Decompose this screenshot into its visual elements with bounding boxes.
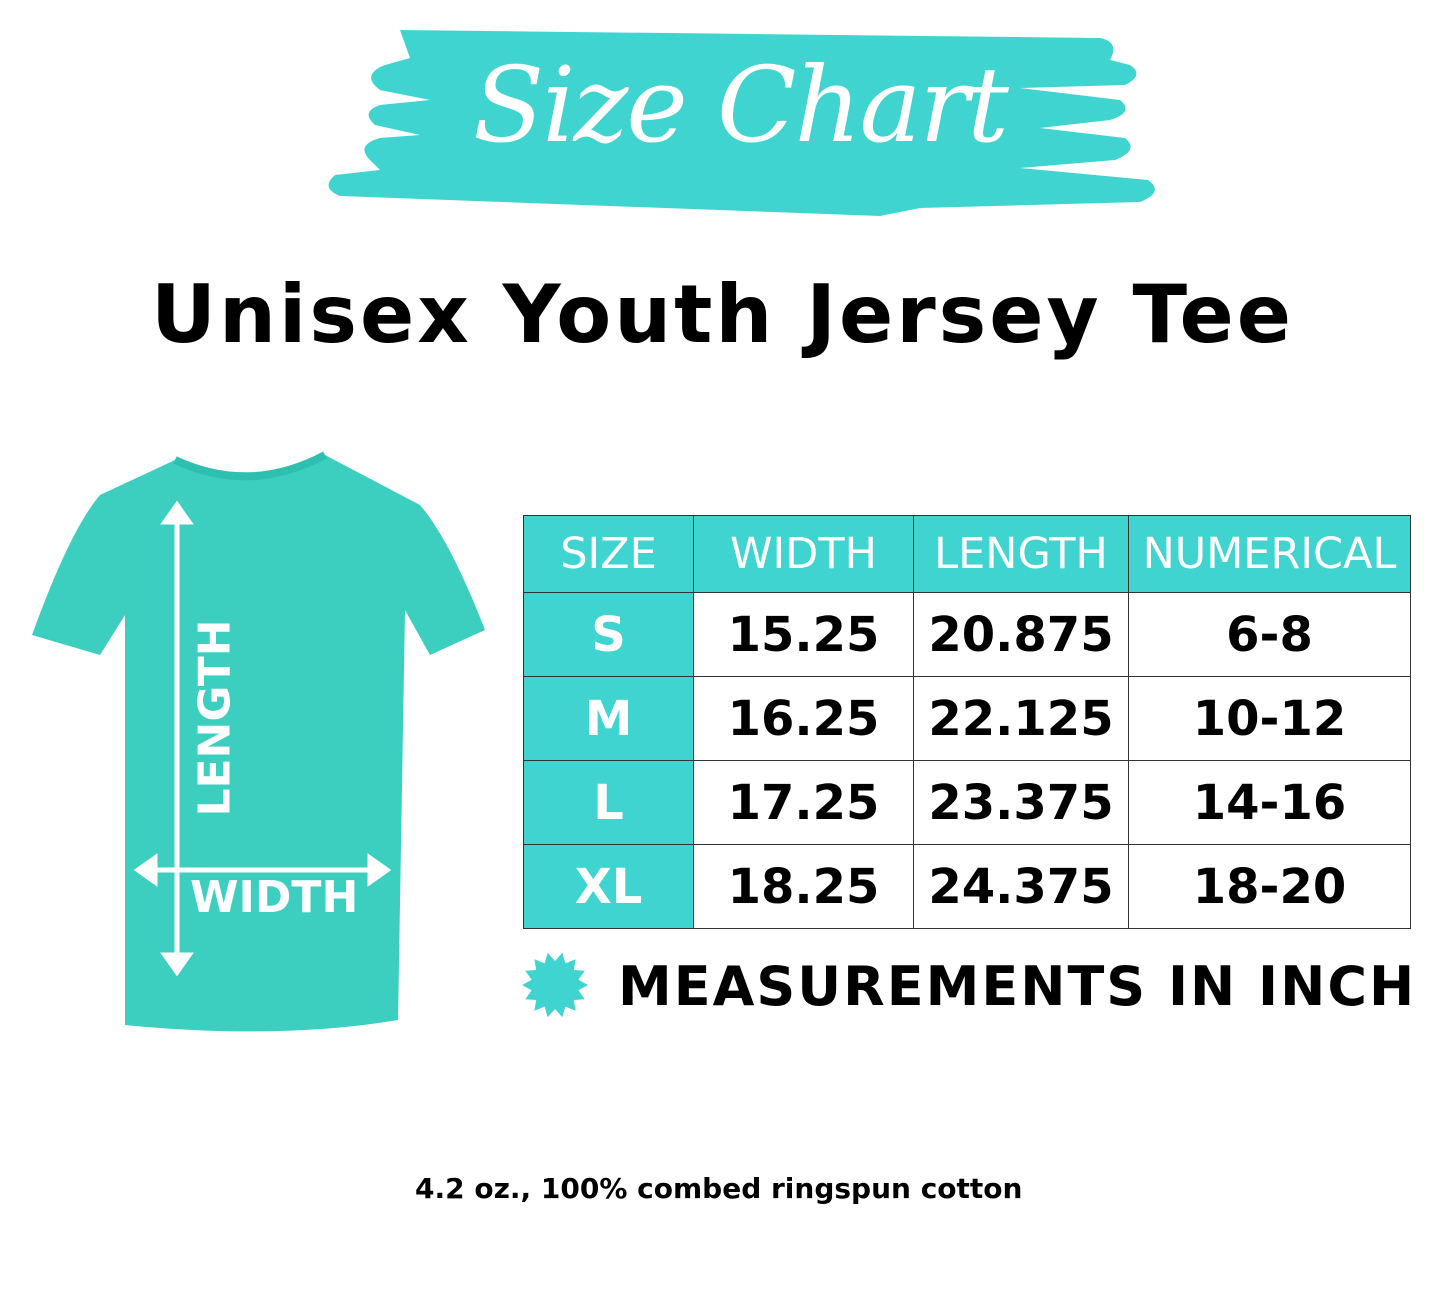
cell-numerical: 6-8 xyxy=(1128,592,1411,677)
table-row: S 15.25 20.875 6-8 xyxy=(523,592,1411,677)
table-row: XL 18.25 24.375 18-20 xyxy=(523,844,1411,929)
width-label: WIDTH xyxy=(190,872,359,923)
table-row: M 16.25 22.125 10-12 xyxy=(523,676,1411,761)
cell-width: 18.25 xyxy=(693,844,914,929)
cell-size: M xyxy=(523,676,694,761)
size-table: SIZE WIDTH LENGTH NUMERICAL S 15.25 20.8… xyxy=(523,515,1411,929)
cell-numerical: 14-16 xyxy=(1128,760,1411,845)
header-size: SIZE xyxy=(523,515,694,593)
cell-numerical: 18-20 xyxy=(1128,844,1411,929)
cell-length: 22.125 xyxy=(913,676,1129,761)
header-width: WIDTH xyxy=(693,515,914,593)
cell-numerical: 10-12 xyxy=(1128,676,1411,761)
brush-banner xyxy=(328,30,1155,216)
cell-length: 20.875 xyxy=(913,592,1129,677)
tshirt-shape xyxy=(32,455,485,1032)
fabric-description: 4.2 oz., 100% combed ringspun cotton xyxy=(415,1172,1023,1205)
cell-size: L xyxy=(523,760,694,845)
cell-length: 24.375 xyxy=(913,844,1129,929)
tshirt-diagram xyxy=(32,451,485,1032)
measurement-note: MEASUREMENTS IN INCH xyxy=(618,955,1417,1018)
length-label: LENGTH xyxy=(189,619,241,817)
table-header-row: SIZE WIDTH LENGTH NUMERICAL xyxy=(523,515,1411,593)
cell-width: 17.25 xyxy=(693,760,914,845)
cell-width: 16.25 xyxy=(693,676,914,761)
banner-title: Size Chart xyxy=(473,44,1009,166)
header-numerical: NUMERICAL xyxy=(1128,515,1411,593)
starburst-icon xyxy=(522,952,588,1018)
table-row: L 17.25 23.375 14-16 xyxy=(523,760,1411,845)
cell-size: XL xyxy=(523,844,694,929)
cell-width: 15.25 xyxy=(693,592,914,677)
page-title: Unisex Youth Jersey Tee xyxy=(150,268,1295,361)
cell-length: 23.375 xyxy=(913,760,1129,845)
cell-size: S xyxy=(523,592,694,677)
header-length: LENGTH xyxy=(913,515,1129,593)
